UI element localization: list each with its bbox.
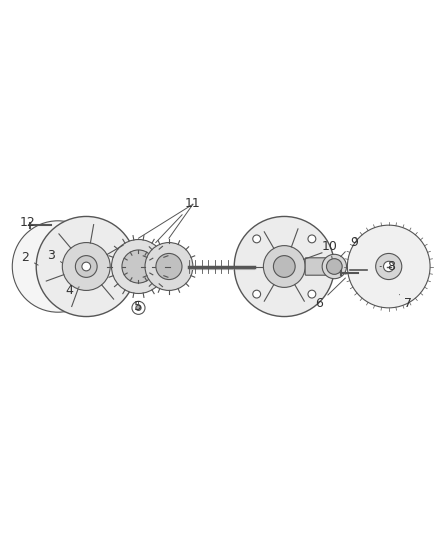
Circle shape [308,290,316,298]
Text: 2: 2 [21,251,38,265]
Circle shape [112,239,166,294]
Circle shape [12,221,104,312]
Circle shape [156,254,182,279]
Circle shape [145,243,193,290]
Text: 12: 12 [20,216,35,230]
Circle shape [322,254,346,279]
Circle shape [376,254,402,279]
Text: 8: 8 [380,260,395,273]
Circle shape [253,235,261,243]
Text: 4: 4 [65,284,79,297]
Text: 7: 7 [399,295,412,310]
Text: 5: 5 [134,300,142,313]
FancyBboxPatch shape [305,258,331,275]
Circle shape [75,256,97,277]
Circle shape [136,305,141,310]
Circle shape [273,256,295,277]
Text: 11: 11 [155,197,201,243]
Text: 3: 3 [47,249,62,263]
Circle shape [122,250,155,283]
Circle shape [132,301,145,314]
Circle shape [234,216,334,317]
Circle shape [54,263,61,270]
Text: 6: 6 [315,278,346,310]
Circle shape [326,259,342,274]
Circle shape [36,216,136,317]
Circle shape [308,235,316,243]
Circle shape [48,257,67,276]
Circle shape [263,246,305,287]
Circle shape [384,261,394,272]
Text: 9: 9 [341,236,358,257]
Circle shape [62,243,110,290]
Circle shape [347,225,430,308]
Circle shape [82,262,91,271]
Text: 10: 10 [322,240,338,259]
Circle shape [253,290,261,298]
